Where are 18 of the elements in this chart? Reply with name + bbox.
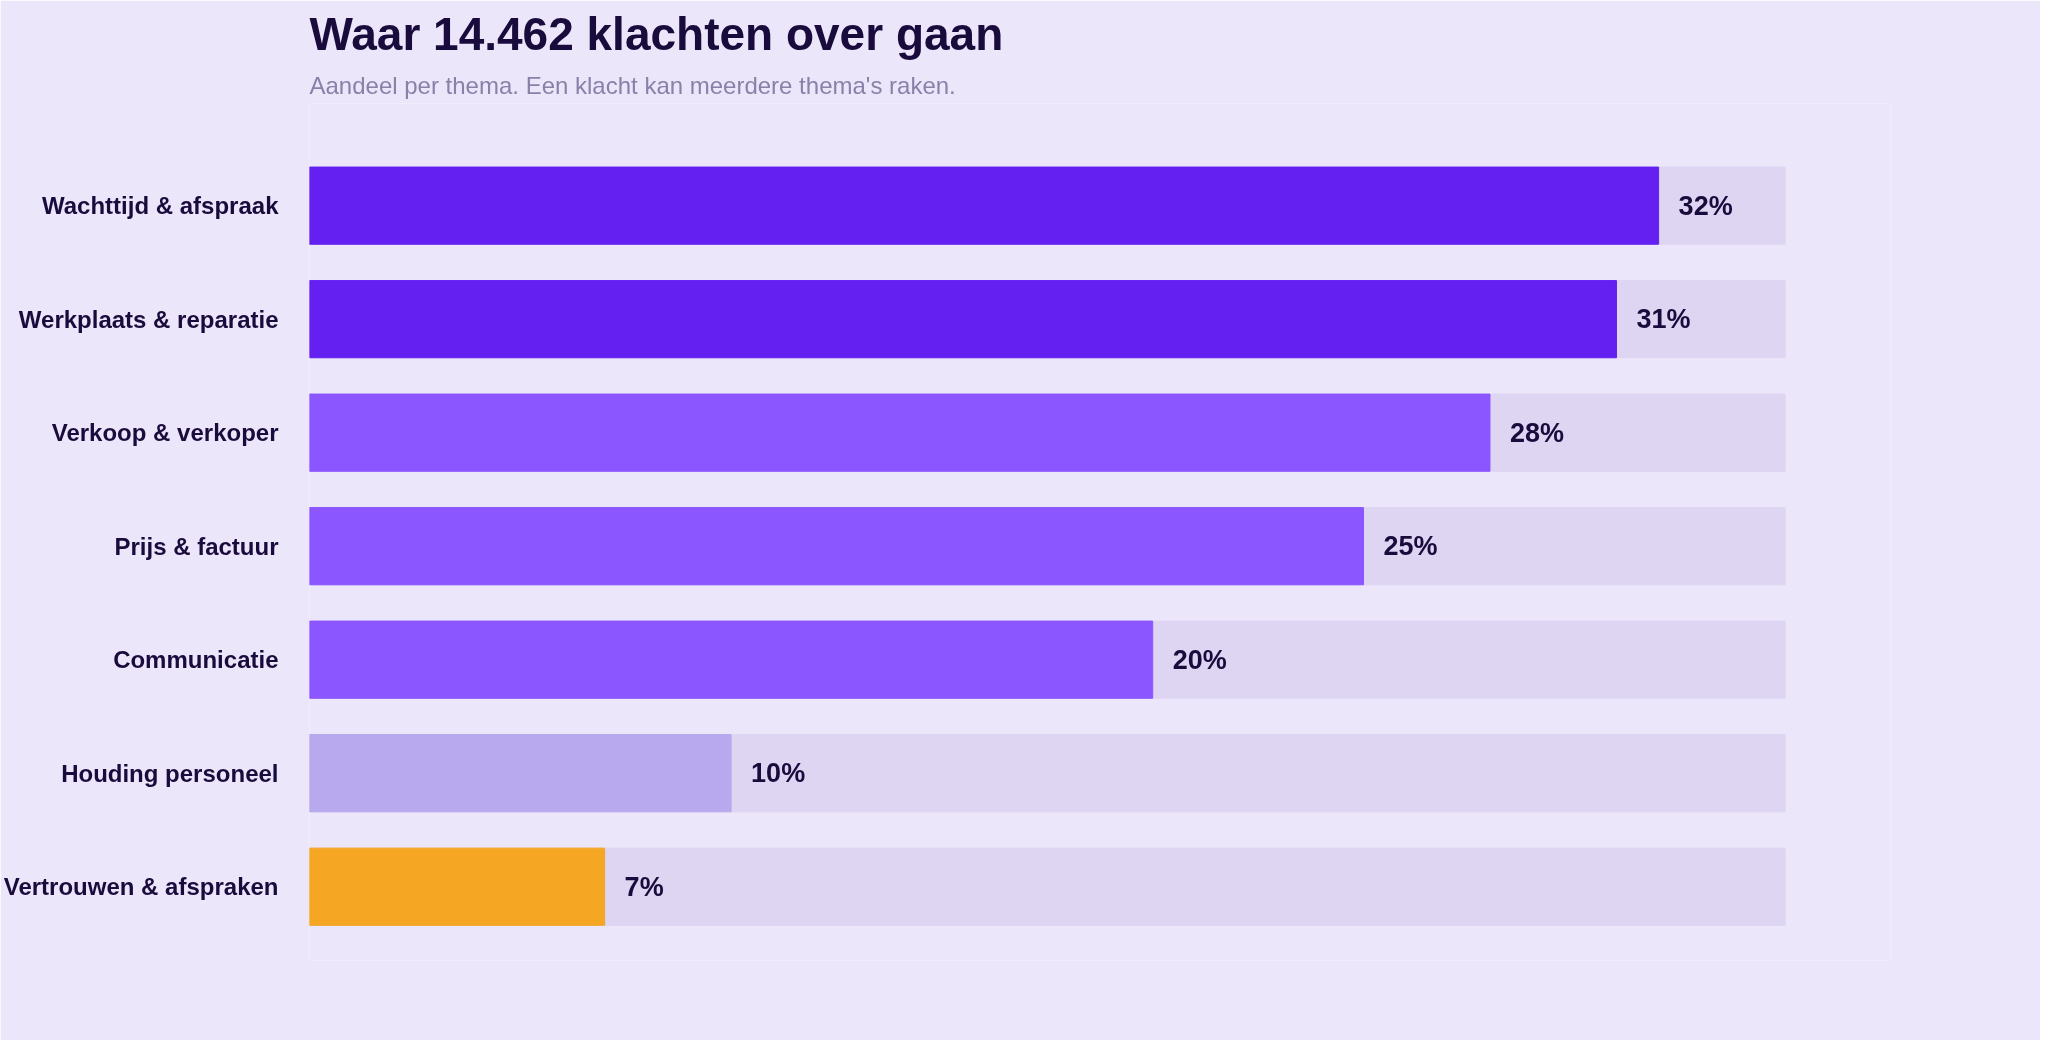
data-label: 25%	[1383, 531, 1438, 562]
data-label: 20%	[1172, 644, 1227, 675]
y-tick-label: Communicatie	[113, 646, 279, 674]
data-label: 7%	[624, 871, 664, 902]
chart-subtitle: Aandeel per thema. Een klacht kan meerdere thema's raken.	[309, 71, 956, 99]
y-tick-label: Vertrouwen & afspraken	[3, 873, 279, 901]
chart-title: Waar 14.462 klachten over gaan	[309, 7, 1004, 60]
y-tick-label: Houding personeel	[61, 759, 279, 787]
data-label: 10%	[751, 758, 806, 789]
y-tick-label: Prijs & factuur	[114, 532, 279, 560]
data-label: 28%	[1509, 417, 1565, 448]
bar	[309, 734, 732, 813]
y-tick-label: Verkoop & verkoper	[51, 419, 279, 447]
y-tick-label: Werkplaats & reparatie	[18, 305, 279, 333]
y-tick-label: Wachttijd & afspraak	[42, 192, 280, 220]
bar	[309, 847, 606, 926]
data-label: 31%	[1636, 304, 1691, 335]
data-label: 32%	[1678, 190, 1733, 221]
